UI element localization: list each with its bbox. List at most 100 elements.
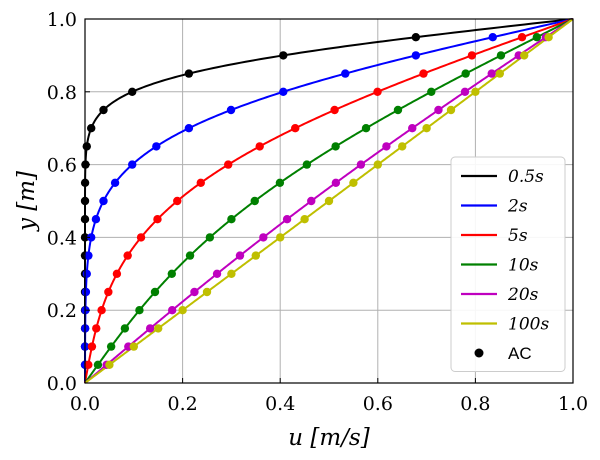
data-point-10s bbox=[185, 251, 195, 260]
data-point-5s bbox=[136, 233, 146, 242]
data-point-2s bbox=[82, 269, 91, 278]
data-point-5s bbox=[123, 251, 132, 260]
data-point-100s bbox=[422, 124, 431, 133]
data-point-100s bbox=[154, 324, 163, 333]
x-tick-labels: 0.0 0.2 0.4 0.6 0.8 1.0 bbox=[70, 393, 588, 415]
y-tick-label: 0.4 bbox=[47, 227, 77, 249]
data-point-5s bbox=[255, 142, 264, 151]
legend-box bbox=[450, 156, 566, 372]
data-point-10s bbox=[532, 33, 542, 42]
data-point-10s bbox=[461, 69, 470, 78]
data-point-10s bbox=[227, 215, 236, 224]
data-point-2s bbox=[87, 233, 96, 242]
data-point-10s bbox=[496, 51, 506, 60]
plot-frame bbox=[84, 18, 574, 384]
data-point-10s bbox=[167, 269, 176, 278]
data-point-20s bbox=[307, 196, 316, 206]
x-tick-label: 0.8 bbox=[460, 393, 490, 415]
data-point-5s bbox=[196, 178, 205, 187]
legend-label-5s: 5s bbox=[508, 226, 528, 246]
data-point-20s bbox=[331, 178, 341, 187]
data-point-20s bbox=[190, 287, 199, 297]
axis-ticks bbox=[84, 18, 574, 384]
data-point-0.5s bbox=[411, 33, 421, 42]
y-tick-labels: 0.0 0.2 0.4 0.6 0.8 1.0 bbox=[47, 9, 77, 395]
data-point-10s bbox=[275, 178, 285, 187]
data-point-5s bbox=[87, 342, 97, 351]
data-point-5s bbox=[92, 324, 101, 333]
data-point-0.5s bbox=[279, 51, 288, 60]
data-point-5s bbox=[153, 215, 162, 224]
data-point-20s bbox=[434, 105, 443, 115]
legend-label-ac: AC bbox=[508, 344, 532, 363]
legend-label-10s: 10s bbox=[508, 256, 539, 276]
x-tick-label: 1.0 bbox=[558, 393, 588, 415]
legend-label-20s: 20s bbox=[507, 285, 539, 305]
data-point-5s bbox=[84, 360, 93, 369]
data-point-100s bbox=[178, 306, 187, 315]
data-point-10s bbox=[250, 196, 259, 206]
y-tick-label: 0.0 bbox=[47, 373, 77, 395]
y-tick-label: 0.6 bbox=[47, 155, 77, 177]
data-point-5s bbox=[373, 87, 382, 97]
y-tick-label: 1.0 bbox=[47, 9, 77, 31]
data-point-10s bbox=[135, 306, 144, 315]
data-point-2s bbox=[411, 51, 421, 60]
data-point-2s bbox=[110, 178, 120, 187]
data-point-100s bbox=[446, 105, 456, 115]
data-point-10s bbox=[120, 324, 130, 333]
data-point-10s bbox=[393, 105, 403, 115]
data-point-2s bbox=[152, 142, 161, 151]
data-point-10s bbox=[150, 287, 160, 297]
data-point-0.5s bbox=[99, 105, 108, 115]
data-point-20s bbox=[235, 251, 245, 260]
data-point-10s bbox=[331, 142, 340, 151]
data-point-100s bbox=[202, 287, 212, 297]
x-tick-label: 0.4 bbox=[265, 393, 295, 415]
data-point-100s bbox=[105, 360, 114, 369]
data-point-5s bbox=[173, 196, 182, 206]
data-point-20s bbox=[408, 124, 417, 133]
data-point-0.5s bbox=[184, 69, 194, 78]
data-point-2s bbox=[128, 160, 137, 169]
x-tick-label: 0.6 bbox=[363, 393, 393, 415]
data-point-2s bbox=[99, 196, 108, 206]
data-point-100s bbox=[227, 269, 236, 278]
data-point-2s bbox=[488, 33, 497, 42]
data-point-5s bbox=[97, 306, 106, 315]
data-point-20s bbox=[167, 306, 177, 315]
data-point-5s bbox=[517, 33, 527, 42]
data-point-100s bbox=[129, 342, 138, 351]
data-point-5s bbox=[467, 51, 477, 60]
data-point-10s bbox=[361, 124, 371, 133]
data-point-10s bbox=[302, 160, 312, 169]
data-point-20s bbox=[382, 142, 391, 151]
data-point-20s bbox=[487, 69, 496, 78]
x-tick-label: 0.2 bbox=[167, 393, 197, 415]
series-markers bbox=[80, 33, 553, 369]
data-point-5s bbox=[291, 124, 300, 133]
data-point-0.5s bbox=[87, 124, 96, 133]
y-tick-label: 0.2 bbox=[47, 300, 77, 322]
y-axis-label: y [m] bbox=[14, 171, 40, 232]
data-point-5s bbox=[112, 269, 122, 278]
data-point-20s bbox=[259, 233, 268, 242]
data-point-100s bbox=[373, 160, 382, 169]
legend-label-100s: 100s bbox=[508, 315, 549, 335]
data-point-20s bbox=[282, 215, 292, 224]
data-point-20s bbox=[145, 324, 155, 333]
data-point-10s bbox=[427, 87, 436, 97]
x-tick-label: 0.0 bbox=[70, 393, 100, 415]
data-point-100s bbox=[251, 251, 260, 260]
data-point-100s bbox=[300, 215, 309, 224]
data-point-20s bbox=[460, 87, 470, 97]
data-point-2s bbox=[84, 251, 93, 260]
data-point-10s bbox=[205, 233, 215, 242]
data-point-2s bbox=[91, 215, 101, 224]
data-point-100s bbox=[349, 178, 358, 187]
data-point-20s bbox=[356, 160, 366, 169]
data-point-100s bbox=[544, 33, 553, 42]
data-point-0.5s bbox=[128, 87, 137, 97]
legend-marker-ac bbox=[474, 348, 484, 358]
